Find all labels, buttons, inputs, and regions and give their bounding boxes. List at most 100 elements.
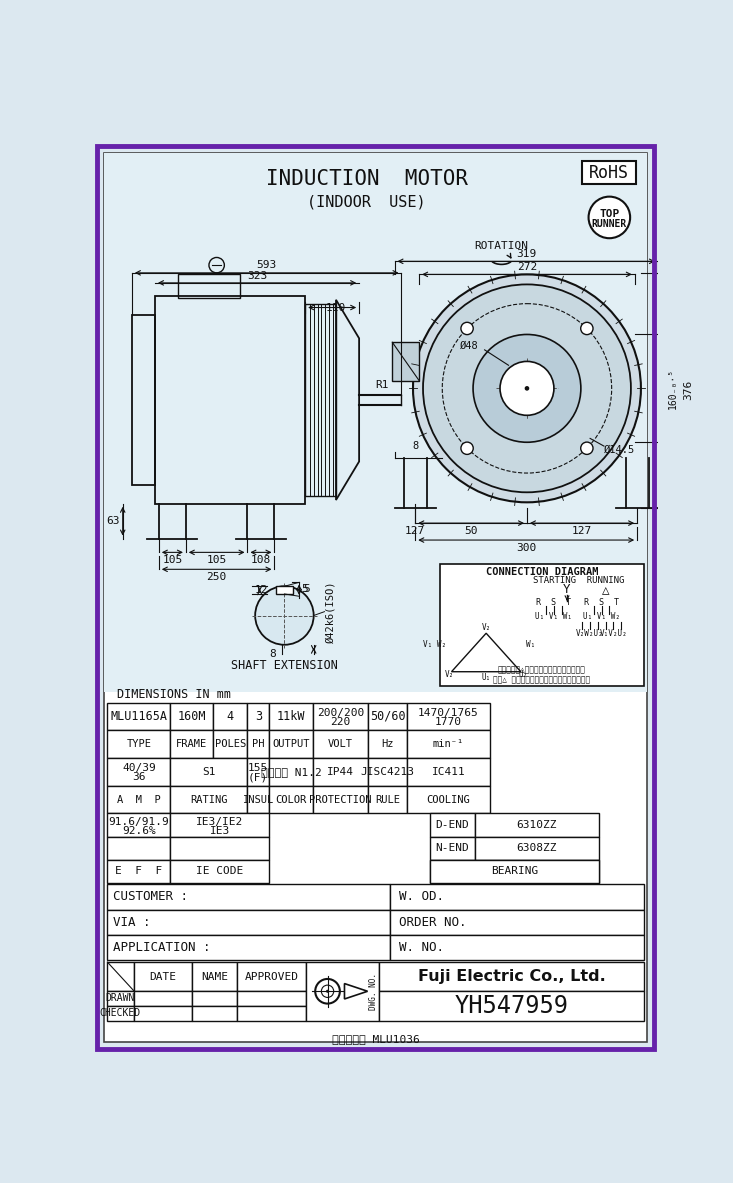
Bar [237,962,306,991]
Text: 8: 8 [412,441,419,451]
Text: YH547959: YH547959 [454,994,569,1017]
Text: STARTING  RUNNING: STARTING RUNNING [533,576,625,586]
Bar [192,1006,237,1021]
Text: R  S  T: R S T [584,597,619,607]
Text: 250: 250 [207,573,226,582]
Text: Ø14.5: Ø14.5 [604,445,635,455]
Bar [237,1006,306,1021]
Bar [107,758,171,786]
Bar [430,836,474,860]
Bar [313,730,369,758]
Text: RoHS: RoHS [589,163,630,182]
Text: 50/60: 50/60 [369,710,405,723]
Text: ORDER NO.: ORDER NO. [399,916,467,929]
Text: 200/200: 200/200 [317,707,364,718]
Text: Ø48: Ø48 [460,341,479,351]
Circle shape [525,386,529,390]
Bar [407,786,490,814]
Bar [192,962,237,991]
Text: Y: Y [563,583,571,596]
Bar [369,758,407,786]
Text: VIA :: VIA : [114,916,151,929]
Text: 108: 108 [251,555,271,565]
Bar [407,730,490,758]
Text: U₁ V₁ W₂: U₁ V₁ W₂ [583,612,620,621]
Text: (F): (F) [248,772,268,782]
Text: 1470/1765: 1470/1765 [418,707,479,718]
Text: TOP: TOP [600,208,619,219]
Text: V₂: V₂ [445,671,454,679]
Text: POLES: POLES [215,739,246,749]
Bar [248,703,269,730]
Bar [134,1006,192,1021]
Text: V₁V₂U₂: V₁V₂U₂ [600,628,627,638]
Text: DIMENSIONS IN mm: DIMENSIONS IN mm [117,689,231,702]
Text: 92.6%: 92.6% [122,826,155,836]
Text: Ø42k6(ISO): Ø42k6(ISO) [325,581,336,642]
Text: PROTECTION: PROTECTION [309,795,372,804]
Text: 300: 300 [516,543,537,552]
Text: V₂W₂U₂: V₂W₂U₂ [576,628,604,638]
Bar [248,730,269,758]
Text: 品番コード MLU1036: 品番コード MLU1036 [332,1034,420,1045]
Bar [107,836,171,860]
Bar [171,836,269,860]
Text: S1: S1 [202,767,216,777]
Text: W. OD.: W. OD. [399,891,444,904]
Text: OUTPUT: OUTPUT [272,739,310,749]
Circle shape [461,442,474,454]
Text: 160M: 160M [177,710,206,723]
Text: V₂: V₂ [482,622,491,632]
Bar [104,153,647,692]
Text: （出荷時は△に接続して出荷いたします）: （出荷時は△に接続して出荷いたします） [498,666,586,674]
Bar [171,814,269,836]
Text: Hz: Hz [381,739,394,749]
Text: INSUL: INSUL [243,795,274,804]
Bar [407,758,490,786]
Bar [369,786,407,814]
Text: 人－△ 始動の場合は短絡板を外してください: 人－△ 始動の場合は短絡板を外してください [493,675,591,684]
Bar [379,962,644,991]
Text: ROTATION: ROTATION [474,241,528,251]
Text: 105: 105 [162,555,183,565]
Text: U₁: U₁ [482,673,491,683]
Text: DWG. NO.: DWG. NO. [369,972,378,1010]
Bar [107,730,171,758]
Text: COOLING: COOLING [427,795,471,804]
Text: 8: 8 [270,649,276,659]
Circle shape [500,362,554,415]
Bar [107,786,171,814]
Circle shape [473,335,581,442]
Text: min⁻¹: min⁻¹ [432,739,464,749]
Bar [134,991,192,1006]
Bar [171,730,213,758]
Text: U₁ V₁ W₁: U₁ V₁ W₁ [535,612,572,621]
Bar [430,860,600,883]
Text: 4: 4 [226,710,234,723]
Text: DRAWN: DRAWN [106,994,135,1003]
Text: 127: 127 [405,525,425,536]
Text: 155: 155 [248,763,268,772]
Text: 1770: 1770 [435,717,462,726]
Text: W. NO.: W. NO. [399,942,444,955]
Text: 50: 50 [465,525,478,536]
Bar [134,962,192,991]
Text: APPROVED: APPROVED [244,971,298,982]
Text: 6308ZZ: 6308ZZ [517,843,557,853]
Bar [107,884,390,910]
Text: NAME: NAME [201,971,228,982]
Bar [155,296,305,504]
Text: 6310ZZ: 6310ZZ [517,820,557,830]
Text: COLOR: COLOR [276,795,306,804]
Text: 376: 376 [683,380,693,400]
Text: 36: 36 [132,772,146,782]
Bar [107,935,390,961]
Text: 105: 105 [207,555,226,565]
Bar [237,991,306,1006]
Bar [107,703,171,730]
Circle shape [413,274,641,503]
Bar [107,1006,134,1021]
Bar [269,758,313,786]
Text: 319: 319 [516,248,537,259]
Bar [192,991,237,1006]
